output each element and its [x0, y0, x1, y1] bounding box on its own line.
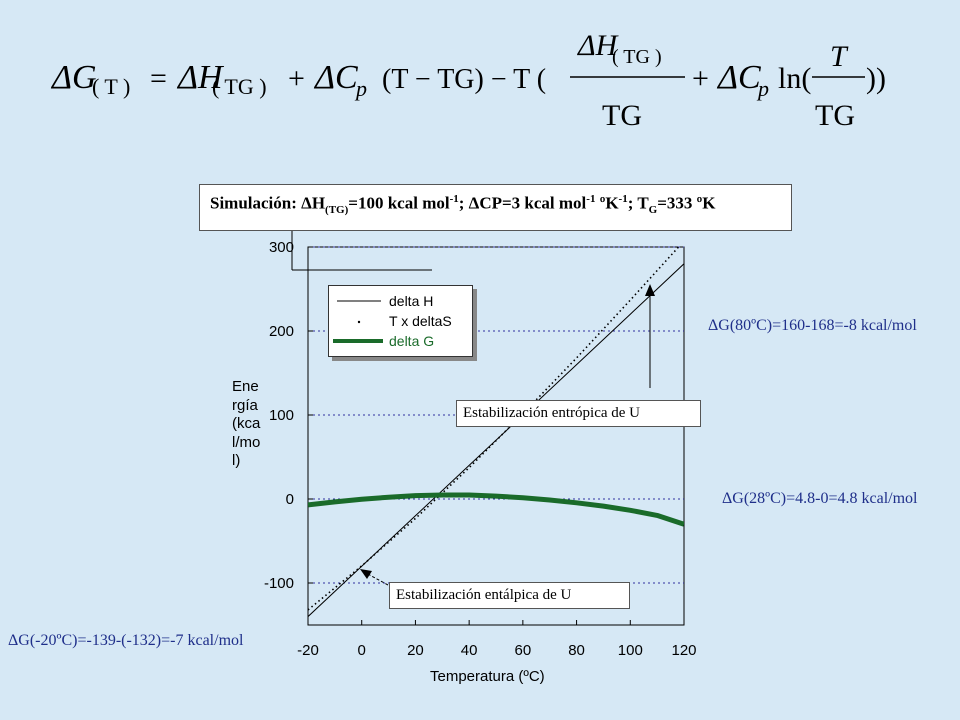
formula-plus2: +	[692, 62, 709, 95]
legend-label-delta-g: delta G	[389, 333, 435, 349]
x-tick-label: 120	[671, 642, 696, 659]
formula-plus1: +	[288, 62, 305, 95]
legend-label-tds: T x deltaS	[389, 313, 452, 329]
legend-swatch-tds	[357, 320, 361, 324]
x-tick-label: 40	[461, 642, 478, 659]
y-tick-label: -100	[264, 575, 294, 592]
y-tick-label: 200	[269, 323, 294, 340]
y-tick-label: 0	[286, 491, 294, 508]
simulation-exp1: -1	[449, 193, 459, 205]
x-tick-label: -20	[297, 642, 319, 659]
chart-legend: delta H T x deltaS delta G	[328, 285, 473, 357]
legend-swatch-delta-g	[333, 339, 383, 343]
legend-item-tds: T x deltaS	[329, 312, 474, 330]
simulation-unit-k: ºK	[595, 193, 619, 213]
simulation-exp2: -1	[586, 193, 596, 205]
formula-lhs-sub: ( T )	[92, 74, 130, 99]
y-tick-label: 100	[269, 407, 294, 424]
formula-p: p	[354, 76, 367, 101]
x-tick-label: 20	[407, 642, 424, 659]
x-tick-label: 80	[568, 642, 585, 659]
simulation-dh-sub: (TG)	[325, 204, 349, 217]
simulation-dh: ΔH	[301, 193, 326, 213]
legend-item-delta-g: delta G	[329, 332, 474, 350]
simulation-box: Simulación: ΔH(TG)=100 kcal mol-1; ΔCP=3…	[199, 184, 792, 231]
formula-dh: ΔH	[176, 59, 225, 96]
formula-frac1-den: TG	[602, 99, 642, 132]
formula-frac2-den: TG	[815, 99, 855, 132]
legend-label-delta-h: delta H	[389, 293, 434, 309]
formula-frac1-num-sub: ( TG )	[612, 46, 662, 68]
annotation-g28: ΔG(28ºC)=4.8-0=4.8 kcal/mol	[722, 490, 918, 507]
annotation-g80: ΔG(80ºC)=160-168=-8 kcal/mol	[708, 317, 917, 334]
x-tick-label: 60	[515, 642, 532, 659]
series-line-delta-g	[308, 492, 684, 527]
legend-swatch-delta-h	[337, 300, 381, 302]
x-tick-label: 0	[358, 642, 366, 659]
legend-item-delta-h: delta H	[329, 292, 474, 310]
simulation-dh-value: =100 kcal mol	[348, 193, 450, 213]
simulation-exp3: -1	[618, 193, 628, 205]
gibbs-formula: ΔG ( T ) = ΔH ( TG ) + ΔC p (T − TG) − T…	[50, 29, 886, 132]
title-connector	[291, 231, 432, 271]
simulation-label: Simulación:	[210, 193, 297, 213]
annotation-gm20: ΔG(-20ºC)=-139-(-132)=-7 kcal/mol	[8, 632, 244, 649]
formula-dh-sub: ( TG )	[212, 74, 267, 99]
formula-p2: p	[756, 76, 769, 101]
callout-enthalpic: Estabilización entálpica de U	[389, 582, 630, 609]
y-tick-label: 300	[269, 239, 294, 256]
formula-close: ))	[866, 62, 886, 95]
x-tick-label: 100	[618, 642, 643, 659]
formula-paren-term: (T − TG) − T (	[382, 64, 546, 95]
formula-dcp2: ΔC	[716, 59, 761, 96]
formula-ln: ln(	[778, 62, 811, 95]
formula-lhs: ΔG	[50, 59, 97, 96]
simulation-cp: ; ΔCP=3 kcal mol	[458, 193, 587, 213]
formula-equals: =	[150, 62, 167, 95]
simulation-tg-sub: G	[648, 204, 658, 217]
y-axis-label: Energía (kcal/mol)	[232, 378, 261, 469]
formula-frac1-num: ΔH	[577, 29, 620, 62]
formula-frac2-num: T	[830, 40, 849, 73]
callout-entropic: Estabilización entrópica de U	[456, 400, 701, 427]
simulation-tg: ; T	[627, 193, 649, 213]
x-axis-label: Temperatura (ºC)	[430, 668, 545, 685]
simulation-tg-value: =333 ºK	[657, 193, 716, 213]
formula-dcp: ΔC	[313, 59, 358, 96]
